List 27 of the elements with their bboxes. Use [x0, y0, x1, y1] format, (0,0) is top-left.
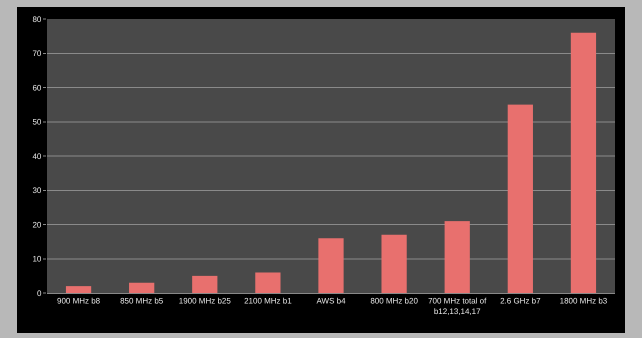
bar: [381, 234, 407, 293]
y-tick-label: 80: [32, 14, 42, 24]
y-tick-label: 10: [32, 254, 42, 264]
x-tick-label: 800 MHz b20: [370, 296, 418, 306]
bar: [66, 286, 92, 293]
y-tick-label: 70: [32, 49, 42, 58]
bar: [129, 282, 154, 293]
y-tick-label: 0: [36, 288, 42, 298]
y-tick-label: 60: [32, 83, 42, 92]
x-tick-label: AWS b4: [316, 296, 346, 306]
bar: [444, 221, 470, 293]
x-tick-label: 2100 MHz b1: [244, 296, 292, 306]
x-tick-label: 1900 MHz b25: [178, 296, 232, 306]
bar: [508, 104, 533, 293]
y-tick-label: 40: [32, 152, 42, 161]
bar: [318, 238, 344, 293]
x-tick-label: 700 MHz total of b12,13,14,17: [428, 296, 488, 316]
bar: [570, 32, 596, 293]
x-tick-label: 2.6 GHz b7: [500, 296, 542, 306]
y-tick-label: 20: [32, 220, 42, 230]
bar: [255, 272, 281, 293]
x-tick-label: 850 MHz b5: [120, 296, 164, 306]
x-tick-label: 1800 MHz b3: [560, 296, 608, 306]
bar: [192, 276, 218, 293]
y-tick-label: 50: [32, 118, 42, 127]
x-tick-label: 900 MHz b8: [56, 296, 101, 306]
y-tick-label: 30: [32, 186, 42, 196]
